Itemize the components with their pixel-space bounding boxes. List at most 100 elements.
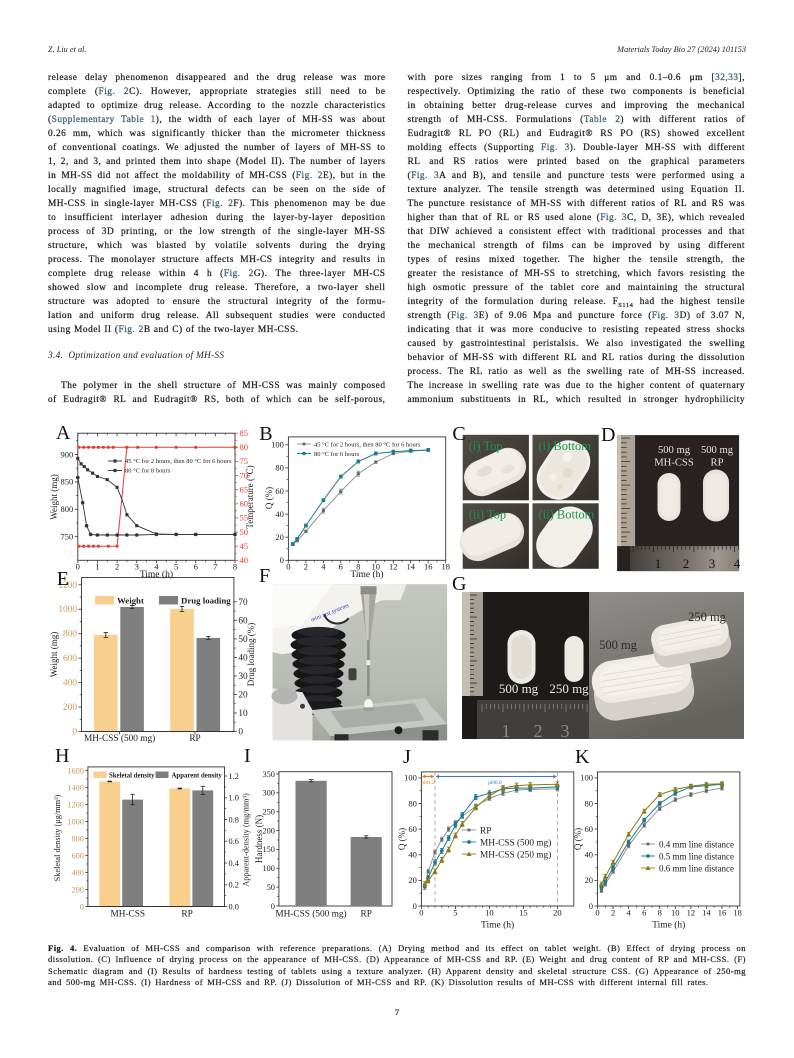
svg-text:RP: RP bbox=[181, 910, 192, 920]
svg-text:2: 2 bbox=[304, 562, 308, 572]
svg-text:MH-CSS (500 mg): MH-CSS (500 mg) bbox=[84, 733, 155, 744]
svg-text:1: 1 bbox=[502, 721, 511, 741]
svg-text:1: 1 bbox=[655, 556, 662, 571]
svg-text:1000: 1000 bbox=[58, 605, 77, 615]
svg-text:K: K bbox=[575, 746, 590, 768]
svg-text:0.6 mm line distance: 0.6 mm line distance bbox=[659, 864, 734, 874]
svg-text:20: 20 bbox=[238, 690, 248, 700]
svg-text:H: H bbox=[55, 745, 69, 767]
svg-text:8: 8 bbox=[658, 908, 662, 918]
svg-text:Skeletal density: Skeletal density bbox=[109, 773, 155, 780]
svg-text:500 mg: 500 mg bbox=[658, 445, 691, 456]
svg-text:500 mg: 500 mg bbox=[499, 681, 539, 696]
svg-text:600: 600 bbox=[63, 654, 77, 664]
svg-text:(ii) Bottom: (ii) Bottom bbox=[539, 507, 595, 521]
svg-text:1.2: 1.2 bbox=[229, 772, 239, 781]
svg-text:45 °C for 2 hours, then 80 °C: 45 °C for 2 hours, then 80 °C for 6 hour… bbox=[125, 458, 232, 465]
svg-text:20: 20 bbox=[275, 532, 284, 542]
svg-text:Time (h): Time (h) bbox=[652, 920, 685, 931]
svg-text:6: 6 bbox=[194, 562, 198, 572]
svg-text:(ii) Top: (ii) Top bbox=[469, 507, 506, 521]
svg-text:14: 14 bbox=[702, 908, 711, 918]
svg-text:80: 80 bbox=[585, 798, 594, 808]
svg-text:3: 3 bbox=[135, 562, 139, 572]
svg-text:16: 16 bbox=[718, 908, 727, 918]
svg-text:MH-CSS (250 mg): MH-CSS (250 mg) bbox=[480, 850, 551, 861]
svg-text:RP: RP bbox=[361, 910, 372, 920]
svg-text:60: 60 bbox=[238, 616, 248, 626]
svg-text:C: C bbox=[452, 423, 465, 445]
svg-text:0: 0 bbox=[413, 901, 417, 911]
svg-text:65: 65 bbox=[240, 485, 249, 495]
svg-text:(i) Top: (i) Top bbox=[469, 439, 503, 453]
svg-text:60: 60 bbox=[240, 499, 249, 509]
svg-text:2: 2 bbox=[683, 556, 690, 571]
svg-text:20: 20 bbox=[585, 875, 594, 885]
svg-text:16: 16 bbox=[424, 562, 433, 572]
svg-text:70: 70 bbox=[238, 598, 248, 608]
svg-text:80: 80 bbox=[240, 442, 249, 452]
svg-text:150: 150 bbox=[262, 845, 274, 854]
svg-text:D: D bbox=[601, 424, 615, 446]
svg-text:2: 2 bbox=[115, 562, 119, 572]
svg-text:4: 4 bbox=[321, 562, 326, 572]
svg-text:Time (h): Time (h) bbox=[481, 920, 514, 931]
svg-text:A: A bbox=[56, 422, 71, 444]
svg-text:10: 10 bbox=[238, 709, 248, 719]
svg-text:MH-CSS (500 mg): MH-CSS (500 mg) bbox=[275, 909, 346, 920]
svg-text:Apparent density: Apparent density bbox=[172, 773, 223, 780]
svg-text:5: 5 bbox=[453, 908, 457, 918]
svg-text:30: 30 bbox=[238, 672, 248, 682]
svg-text:40: 40 bbox=[275, 509, 284, 519]
svg-text:Temperature (°C): Temperature (°C) bbox=[245, 465, 255, 528]
svg-text:80 °C for 6 hours: 80 °C for 6 hours bbox=[314, 451, 360, 458]
svg-text:800: 800 bbox=[63, 630, 77, 640]
svg-text:100: 100 bbox=[262, 864, 274, 873]
svg-text:50: 50 bbox=[267, 883, 275, 892]
svg-text:10: 10 bbox=[372, 562, 381, 572]
svg-text:750: 750 bbox=[61, 531, 74, 541]
svg-text:800: 800 bbox=[61, 504, 74, 514]
svg-text:Hardness (N): Hardness (N) bbox=[254, 815, 264, 863]
svg-text:6: 6 bbox=[642, 908, 646, 918]
svg-text:0: 0 bbox=[80, 902, 84, 911]
svg-text:18: 18 bbox=[441, 562, 450, 572]
svg-text:MH-CSS (500 mg): MH-CSS (500 mg) bbox=[480, 838, 551, 849]
svg-text:Weight (mg): Weight (mg) bbox=[49, 474, 59, 520]
svg-text:RP: RP bbox=[711, 458, 724, 469]
svg-text:10: 10 bbox=[671, 908, 680, 918]
svg-text:300: 300 bbox=[262, 789, 274, 798]
svg-text:Drug loading (%): Drug loading (%) bbox=[246, 623, 256, 686]
svg-text:250 mg: 250 mg bbox=[549, 681, 589, 696]
svg-text:12: 12 bbox=[687, 908, 696, 918]
svg-text:850: 850 bbox=[61, 477, 74, 487]
svg-text:0.6: 0.6 bbox=[229, 837, 239, 846]
svg-text:0: 0 bbox=[76, 562, 80, 572]
svg-text:900: 900 bbox=[61, 449, 74, 459]
svg-text:Apparent-density (mg/mm³): Apparent-density (mg/mm³) bbox=[242, 793, 251, 887]
svg-text:Q (%): Q (%) bbox=[264, 487, 274, 509]
svg-text:15: 15 bbox=[519, 908, 528, 918]
svg-text:45 °C for 2 hours, then 80 °C: 45 °C for 2 hours, then 80 °C for 6 hour… bbox=[314, 442, 421, 449]
svg-text:1200: 1200 bbox=[67, 800, 84, 809]
svg-text:12: 12 bbox=[389, 562, 398, 572]
svg-text:pH6.8: pH6.8 bbox=[488, 780, 502, 786]
svg-text:RP: RP bbox=[189, 734, 200, 744]
svg-text:0.4: 0.4 bbox=[229, 859, 240, 868]
svg-text:E: E bbox=[57, 568, 69, 590]
svg-text:RP: RP bbox=[480, 827, 491, 837]
svg-text:60: 60 bbox=[585, 824, 594, 834]
svg-text:J: J bbox=[403, 746, 411, 768]
svg-text:0: 0 bbox=[589, 901, 593, 911]
svg-text:0: 0 bbox=[595, 908, 599, 918]
svg-text:350: 350 bbox=[262, 770, 274, 779]
svg-text:200: 200 bbox=[71, 885, 83, 894]
svg-text:4: 4 bbox=[154, 562, 159, 572]
svg-text:B: B bbox=[259, 423, 272, 445]
svg-text:80: 80 bbox=[408, 798, 417, 808]
svg-text:250 mg: 250 mg bbox=[688, 610, 727, 624]
svg-text:5: 5 bbox=[174, 562, 178, 572]
svg-text:0.5 mm line distance: 0.5 mm line distance bbox=[659, 852, 734, 862]
svg-text:Time (h): Time (h) bbox=[140, 569, 173, 580]
svg-text:3: 3 bbox=[561, 721, 570, 741]
